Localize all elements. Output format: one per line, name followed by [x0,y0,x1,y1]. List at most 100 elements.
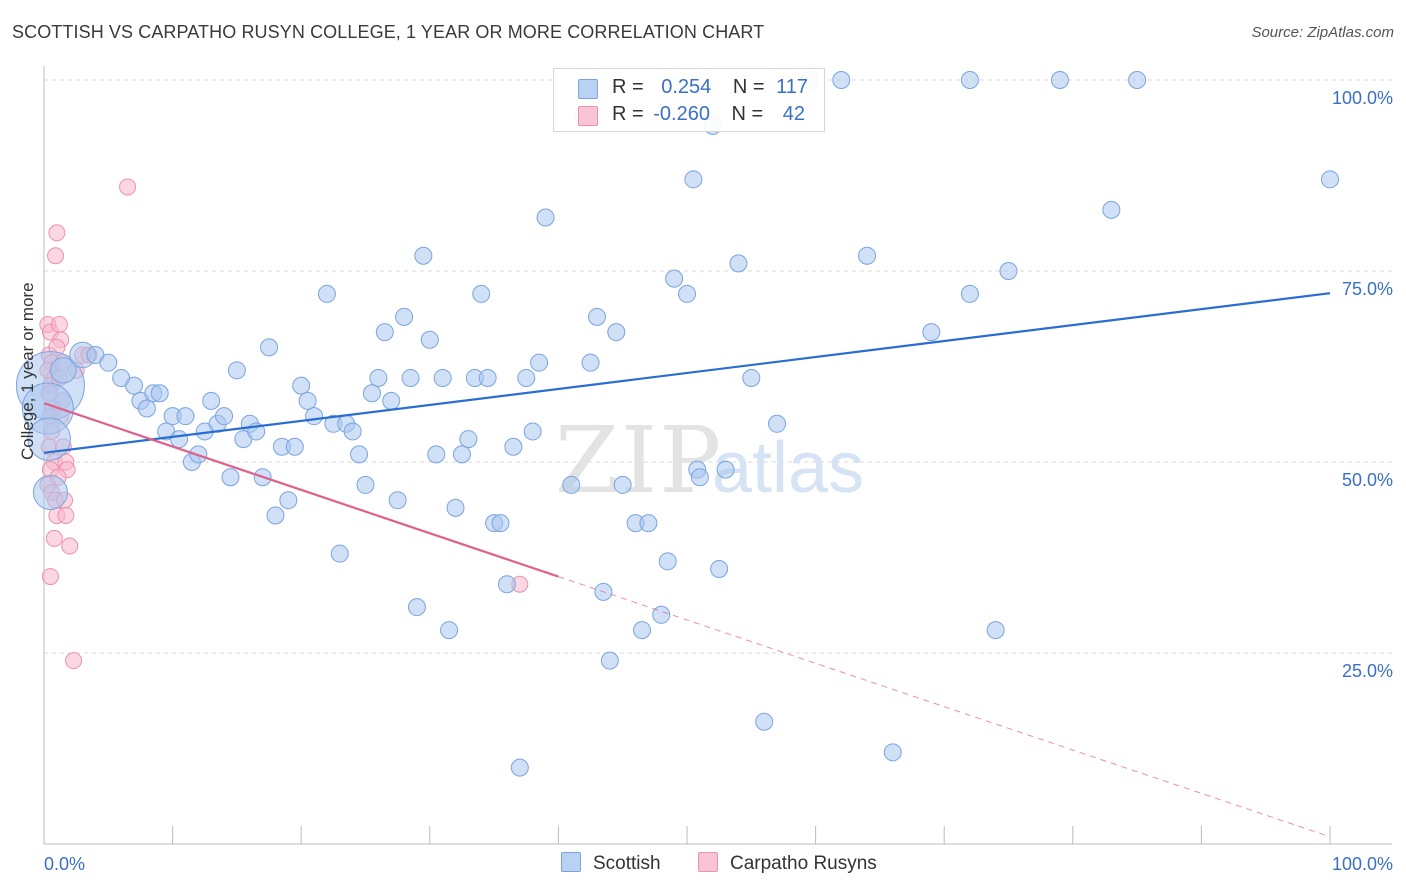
scottish-point [388,491,407,510]
scottish-point [459,430,478,449]
scottish-point [510,758,529,777]
scottish-point [50,357,77,384]
x-tick-label-min: 0.0% [44,854,85,874]
rusyn-point [47,247,65,265]
r-label: R = [612,103,644,125]
scottish-point [266,506,285,525]
scottish-point [1050,71,1069,89]
y-tick-label: 100.0% [1332,88,1393,108]
rusyn-point [50,315,68,333]
scottish-point [478,368,497,387]
rusyn-point [61,537,79,555]
scottish-point [832,71,851,89]
scottish-point [401,368,420,387]
scottish-point [755,712,774,731]
scottish-point [176,407,195,426]
scottish-point [581,353,600,372]
scottish-point [1128,71,1147,89]
n-label: N = [732,76,765,98]
scottish-point [986,621,1005,640]
watermark-zip: ZIP [555,407,723,514]
scottish-point [375,323,394,342]
scottish-point [452,445,471,464]
scottish-point [32,475,68,511]
scottish-point [446,498,465,517]
chart-title: SCOTTISH VS CARPATHO RUSYN COLLEGE, 1 YE… [12,22,765,42]
scottish-point [382,391,401,410]
scottish-point [491,514,510,533]
scottish-point [170,430,189,449]
scottish-point [260,338,279,357]
r-value: -0.260 [653,103,710,125]
legend-item-rusyn: Carpatho Rusyns [698,852,877,875]
scottish-point [684,170,703,189]
scottish-point [1102,200,1121,219]
scottish-point [678,284,696,303]
scottish-point [960,284,979,303]
scottish-point [317,284,336,303]
n-value: 42 [782,103,806,125]
rusyn-swatch [578,106,598,126]
n-label: N = [731,103,764,125]
tick-labels: 25.0% 50.0% 75.0% 100.0% 0.0% 100.0% [44,88,1393,874]
scottish-point [517,368,536,387]
scottish-point [922,323,941,342]
scottish-point [227,361,246,380]
scottish-point [202,391,221,410]
scottish-point [27,417,71,461]
scottish-points [15,71,1339,777]
scottish-point [298,391,317,410]
scottish-point [710,559,729,578]
scottish-point [1321,170,1339,189]
watermark: ZIP atlas [555,407,864,514]
scottish-point [362,384,381,403]
scottish-point [414,246,433,265]
r-label: R = [612,76,644,98]
gridlines [44,79,1392,654]
scottish-point [330,544,349,563]
legend-row-scottish: R = 0.254 N = 117 [554,75,824,101]
scottish-point [215,407,234,426]
scottish-point [350,445,369,464]
r-value: 0.254 [661,76,712,98]
scottish-point [497,575,516,594]
y-axis-label: College, 1 year or more [18,282,37,460]
scottish-point [427,445,446,464]
legend-label-scottish: Scottish [593,853,661,874]
watermark-atlas: atlas [712,428,864,508]
scottish-point [369,368,388,387]
scottish-point [530,353,549,372]
rusyn-trend-line [43,402,559,578]
scottish-point [440,621,459,640]
scottish-point [137,399,156,418]
legend-item-scottish: Scottish [561,852,661,875]
scottish-point [632,621,651,640]
scottish-point [768,414,787,433]
y-tick-label: 50.0% [1342,470,1393,490]
scottish-trend-line [43,292,1331,454]
scottish-point [652,605,671,624]
scottish-point [999,262,1018,280]
scottish-swatch [578,79,598,99]
scottish-point [960,71,979,89]
trend-lines [43,292,1331,838]
scottish-point [99,353,118,372]
rusyn-point [48,224,66,242]
legend-label-rusyn: Carpatho Rusyns [730,853,877,874]
scottish-point [407,598,426,617]
scottish-point [395,307,414,326]
y-tick-label: 75.0% [1342,279,1393,299]
scottish-point [125,376,144,395]
scottish-point [279,491,298,510]
scottish-point [883,743,902,762]
rusyn-point [57,506,75,524]
rusyn-point [119,178,137,196]
scottish-point [343,422,362,441]
scottish-point [472,284,491,303]
scottish-point [858,246,877,265]
legend-row-rusyn: R = -0.260 N = 42 [554,102,824,128]
rusyn-point [41,568,59,586]
source-label: Source: ZipAtlas.com [1251,24,1394,41]
scottish-point [607,323,626,342]
